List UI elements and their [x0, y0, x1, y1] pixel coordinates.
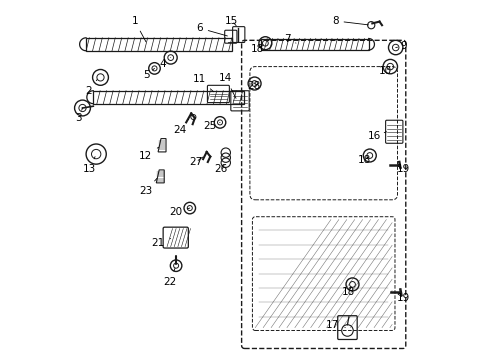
Text: 13: 13: [83, 157, 96, 174]
Text: 5: 5: [143, 68, 154, 80]
Bar: [86, 38, 231, 51]
Text: 16: 16: [367, 131, 386, 141]
Text: 25: 25: [203, 121, 220, 131]
Text: 27: 27: [189, 157, 202, 167]
Text: 15: 15: [225, 16, 238, 26]
Text: 23: 23: [139, 179, 157, 196]
Text: 21: 21: [151, 238, 170, 248]
Text: 7: 7: [283, 34, 295, 44]
Text: 14: 14: [219, 73, 236, 98]
Bar: [260, 39, 368, 50]
Text: 19: 19: [396, 164, 409, 174]
Text: 3: 3: [76, 108, 82, 123]
Text: 17: 17: [325, 320, 345, 330]
Text: 18: 18: [342, 287, 355, 297]
Text: 12: 12: [139, 147, 158, 161]
Text: 2: 2: [85, 80, 97, 96]
Text: 18: 18: [250, 44, 263, 54]
Text: 11: 11: [192, 74, 213, 92]
Text: 6: 6: [196, 23, 227, 36]
Bar: [93, 91, 244, 104]
Text: 22: 22: [163, 268, 176, 287]
Text: 24: 24: [173, 120, 188, 135]
Text: 1: 1: [131, 16, 146, 42]
Text: 10: 10: [378, 66, 391, 76]
Text: 19: 19: [396, 293, 409, 303]
Text: 18: 18: [357, 155, 370, 165]
Text: 9: 9: [395, 41, 406, 51]
Text: 8: 8: [331, 16, 368, 26]
Text: 4: 4: [159, 58, 170, 69]
Text: 28: 28: [246, 81, 260, 91]
Text: 26: 26: [214, 164, 227, 174]
Text: 20: 20: [168, 207, 189, 217]
